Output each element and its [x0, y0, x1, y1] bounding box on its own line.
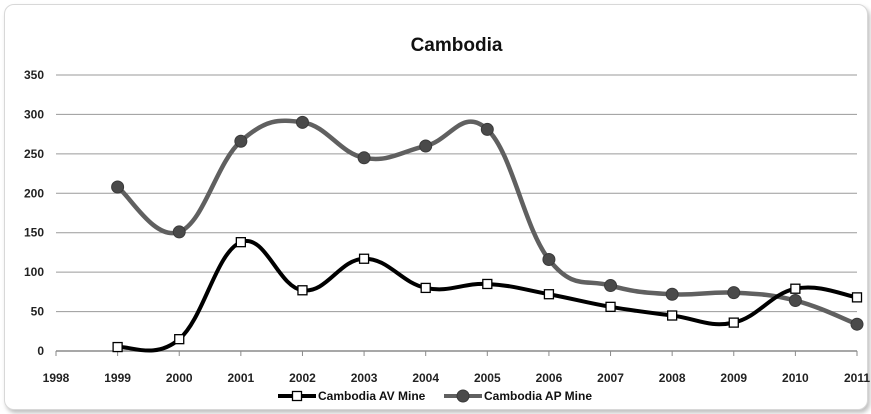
x-axis-ticks: 1998 1999 2000 2001 2002 2003 2004 2005 2006 2007… — [43, 351, 870, 385]
data-point — [850, 317, 864, 331]
y-tick-label: 150 — [24, 226, 44, 240]
x-tick-label: 2008 — [659, 371, 686, 385]
data-point — [665, 287, 679, 301]
x-tick-label: 2006 — [536, 371, 563, 385]
gridlines — [56, 74, 857, 313]
legend-item: Cambodia AV Mine — [278, 389, 426, 403]
series-cambodia-av-mine — [112, 237, 863, 353]
data-point — [790, 283, 801, 294]
data-point — [111, 180, 125, 194]
x-tick-label: 2010 — [782, 371, 809, 385]
x-tick-label: 2007 — [597, 371, 624, 385]
data-point — [542, 253, 556, 267]
y-tick-label: 100 — [24, 265, 44, 279]
data-point — [480, 122, 494, 136]
data-point — [112, 341, 123, 353]
y-tick-label: 300 — [24, 107, 44, 121]
x-tick-label: 2003 — [351, 371, 378, 385]
x-tick-label: 1998 — [43, 371, 70, 385]
data-point — [604, 279, 618, 293]
x-tick-label: 1999 — [104, 371, 131, 385]
legend-marker — [291, 390, 303, 402]
data-point — [235, 237, 246, 248]
chart-frame — [4, 4, 868, 410]
y-tick-label: 200 — [24, 186, 44, 200]
x-tick-label: 2005 — [474, 371, 501, 385]
y-tick-label: 250 — [24, 147, 44, 161]
y-tick-label: 0 — [37, 344, 44, 358]
data-point — [234, 134, 248, 148]
data-point — [357, 151, 371, 165]
data-point — [482, 278, 493, 290]
y-tick-label: 50 — [31, 305, 45, 319]
data-point — [788, 294, 802, 308]
series-cambodia-ap-mine — [111, 115, 864, 331]
data-point — [295, 115, 309, 129]
data-point — [543, 289, 555, 300]
data-point — [174, 334, 185, 345]
data-point — [667, 310, 678, 321]
data-point — [851, 292, 863, 303]
data-point — [420, 282, 431, 294]
data-point — [358, 253, 370, 264]
data-point — [728, 317, 739, 328]
chart-title: Cambodia — [411, 35, 503, 56]
legend-label: Cambodia AP Mine — [484, 389, 592, 403]
legend-item: Cambodia AP Mine — [444, 389, 592, 403]
y-axis-ticks: 0 50 100 150 200 250 300 350 — [24, 68, 44, 358]
x-tick-label: 2011 — [844, 371, 870, 385]
series-line — [116, 118, 858, 327]
data-point — [419, 139, 433, 153]
data-point — [605, 301, 616, 312]
legend: Cambodia AV Mine Cambodia AP Mine — [278, 389, 592, 403]
y-tick-label: 350 — [24, 68, 44, 82]
series-line — [117, 239, 858, 353]
x-tick-label: 2009 — [720, 371, 747, 385]
legend-marker — [456, 389, 470, 403]
x-tick-label: 2001 — [227, 371, 254, 385]
data-point — [172, 225, 186, 239]
data-point — [727, 286, 741, 300]
data-point — [297, 285, 308, 296]
legend-label: Cambodia AV Mine — [318, 389, 426, 403]
x-tick-label: 2004 — [412, 371, 439, 385]
series-group — [111, 115, 864, 353]
x-tick-label: 2002 — [289, 371, 316, 385]
x-tick-label: 2000 — [166, 371, 193, 385]
